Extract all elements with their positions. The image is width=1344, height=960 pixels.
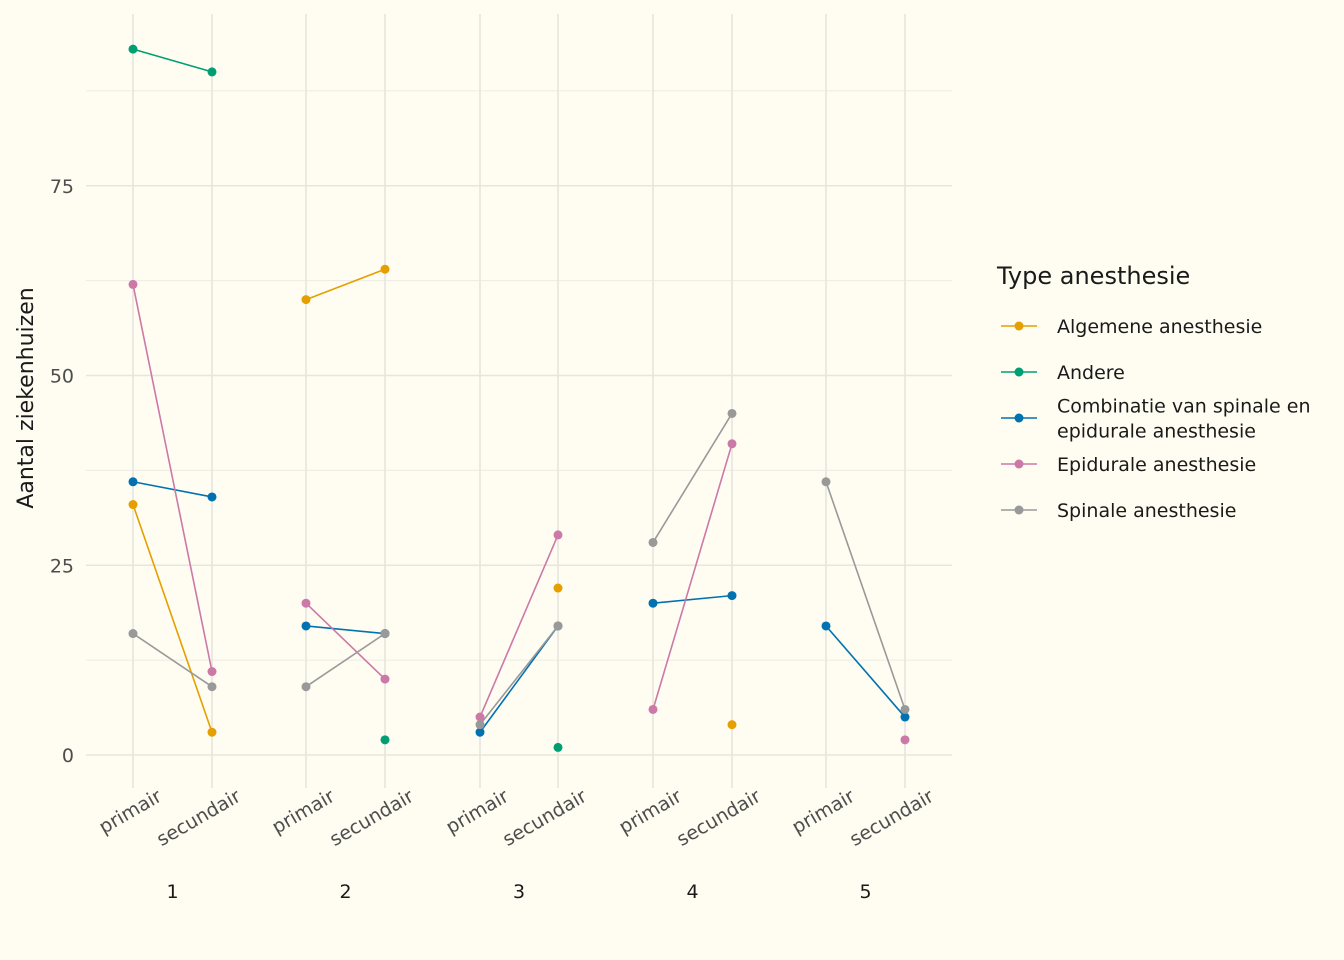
y-tick-label: 50 xyxy=(50,366,74,388)
axes: 0255075primairsecundair1primairsecundair… xyxy=(50,176,938,903)
legend-label: Spinale anesthesie xyxy=(1057,500,1236,522)
series-line-algemene-anesthesie xyxy=(305,268,386,301)
x-tick-label: secundair xyxy=(673,785,765,851)
legend-item: Epidurale anesthesie xyxy=(1001,454,1256,476)
legend-item: Combinatie van spinale en epidurale anest… xyxy=(1001,396,1311,443)
data-point-combinatie-van-spinale-en-epidurale-anesthesie xyxy=(301,621,311,631)
data-point-algemene-anesthesie xyxy=(727,720,737,730)
data-point-epidurale-anesthesie xyxy=(380,674,390,684)
data-point-spinale-anesthesie xyxy=(821,477,831,487)
series-line-spinale-anesthesie xyxy=(305,632,386,688)
legend-label: Algemene anesthesie xyxy=(1057,316,1262,338)
data-point-combinatie-van-spinale-en-epidurale-anesthesie xyxy=(128,477,138,487)
y-tick-label: 75 xyxy=(50,176,74,198)
legend-title: Type anesthesie xyxy=(996,262,1190,290)
legend-label: epidurale anesthesie xyxy=(1057,421,1256,443)
data-point-combinatie-van-spinale-en-epidurale-anesthesie xyxy=(821,621,831,631)
data-point-epidurale-anesthesie xyxy=(727,439,737,449)
data-point-epidurale-anesthesie xyxy=(553,530,563,540)
legend-item: Spinale anesthesie xyxy=(1001,500,1236,522)
series-line-combinatie-van-spinale-en-epidurale-anesthesie xyxy=(652,594,733,604)
data-point-epidurale-anesthesie xyxy=(900,735,910,745)
series-line-spinale-anesthesie xyxy=(132,632,213,688)
data-point-spinale-anesthesie xyxy=(475,720,485,730)
legend-label: Epidurale anesthesie xyxy=(1057,454,1256,476)
y-tick-label: 0 xyxy=(62,745,74,767)
legend: Type anesthesie Algemene anesthesie Ander… xyxy=(996,262,1311,522)
x-tick-label: secundair xyxy=(846,785,938,851)
data-point-andere xyxy=(380,735,390,745)
series-line-algemene-anesthesie xyxy=(132,504,213,733)
data-point-spinale-anesthesie xyxy=(727,408,737,418)
legend-item: Algemene anesthesie xyxy=(1001,316,1262,338)
x-tick-label: secundair xyxy=(499,785,591,851)
data-point-algemene-anesthesie xyxy=(128,500,138,510)
data-point-combinatie-van-spinale-en-epidurale-anesthesie xyxy=(727,591,737,601)
data-point-algemene-anesthesie xyxy=(380,264,390,274)
data-point-spinale-anesthesie xyxy=(207,682,217,692)
series-line-epidurale-anesthesie xyxy=(652,443,733,710)
x-group-label: 3 xyxy=(513,881,525,903)
legend-label: Andere xyxy=(1057,362,1125,384)
series-line-epidurale-anesthesie xyxy=(132,284,213,672)
legend-item: Andere xyxy=(1001,362,1125,384)
data-point-algemene-anesthesie xyxy=(553,583,563,593)
data-point-epidurale-anesthesie xyxy=(128,279,138,289)
data-point-andere xyxy=(128,44,138,54)
grid xyxy=(86,14,952,788)
data-point-combinatie-van-spinale-en-epidurale-anesthesie xyxy=(207,492,217,502)
data-point-spinale-anesthesie xyxy=(553,621,563,631)
x-group-label: 2 xyxy=(339,881,351,903)
data-point-epidurale-anesthesie xyxy=(301,598,311,608)
legend-key-point xyxy=(1014,459,1024,469)
chart-marks xyxy=(128,44,910,752)
data-point-algemene-anesthesie xyxy=(301,295,311,305)
series-line-epidurale-anesthesie xyxy=(305,602,386,680)
legend-label: Combinatie van spinale en xyxy=(1057,396,1311,418)
legend-key-point xyxy=(1014,367,1024,377)
data-point-spinale-anesthesie xyxy=(301,682,311,692)
data-point-algemene-anesthesie xyxy=(207,727,217,737)
series-line-combinatie-van-spinale-en-epidurale-anesthesie xyxy=(825,625,906,718)
data-point-combinatie-van-spinale-en-epidurale-anesthesie xyxy=(475,727,485,737)
data-point-spinale-anesthesie xyxy=(380,629,390,639)
series-line-epidurale-anesthesie xyxy=(479,534,559,718)
x-group-label: 4 xyxy=(686,881,698,903)
series-line-spinale-anesthesie xyxy=(825,481,906,710)
series-line-andere xyxy=(132,48,213,73)
y-tick-label: 25 xyxy=(50,555,74,577)
series-line-spinale-anesthesie xyxy=(479,625,559,726)
data-point-andere xyxy=(207,67,217,77)
x-tick-label: secundair xyxy=(153,785,245,851)
data-point-combinatie-van-spinale-en-epidurale-anesthesie xyxy=(648,598,658,608)
data-point-epidurale-anesthesie xyxy=(475,712,485,722)
legend-key-point xyxy=(1014,505,1024,515)
data-point-epidurale-anesthesie xyxy=(648,704,658,714)
y-axis-title: Aantal ziekenhuizen xyxy=(14,287,39,508)
x-tick-label: secundair xyxy=(326,785,418,851)
series-line-combinatie-van-spinale-en-epidurale-anesthesie xyxy=(305,625,386,635)
data-point-combinatie-van-spinale-en-epidurale-anesthesie xyxy=(900,712,910,722)
x-group-label: 1 xyxy=(166,881,178,903)
data-point-spinale-anesthesie xyxy=(128,629,138,639)
data-point-andere xyxy=(553,742,563,752)
legend-key-point xyxy=(1014,321,1024,331)
data-point-spinale-anesthesie xyxy=(900,704,910,714)
series-line-spinale-anesthesie xyxy=(652,413,733,543)
data-point-epidurale-anesthesie xyxy=(207,667,217,677)
series-line-combinatie-van-spinale-en-epidurale-anesthesie xyxy=(132,480,213,498)
legend-key-point xyxy=(1014,413,1024,423)
data-point-spinale-anesthesie xyxy=(648,537,658,547)
x-group-label: 5 xyxy=(859,881,871,903)
